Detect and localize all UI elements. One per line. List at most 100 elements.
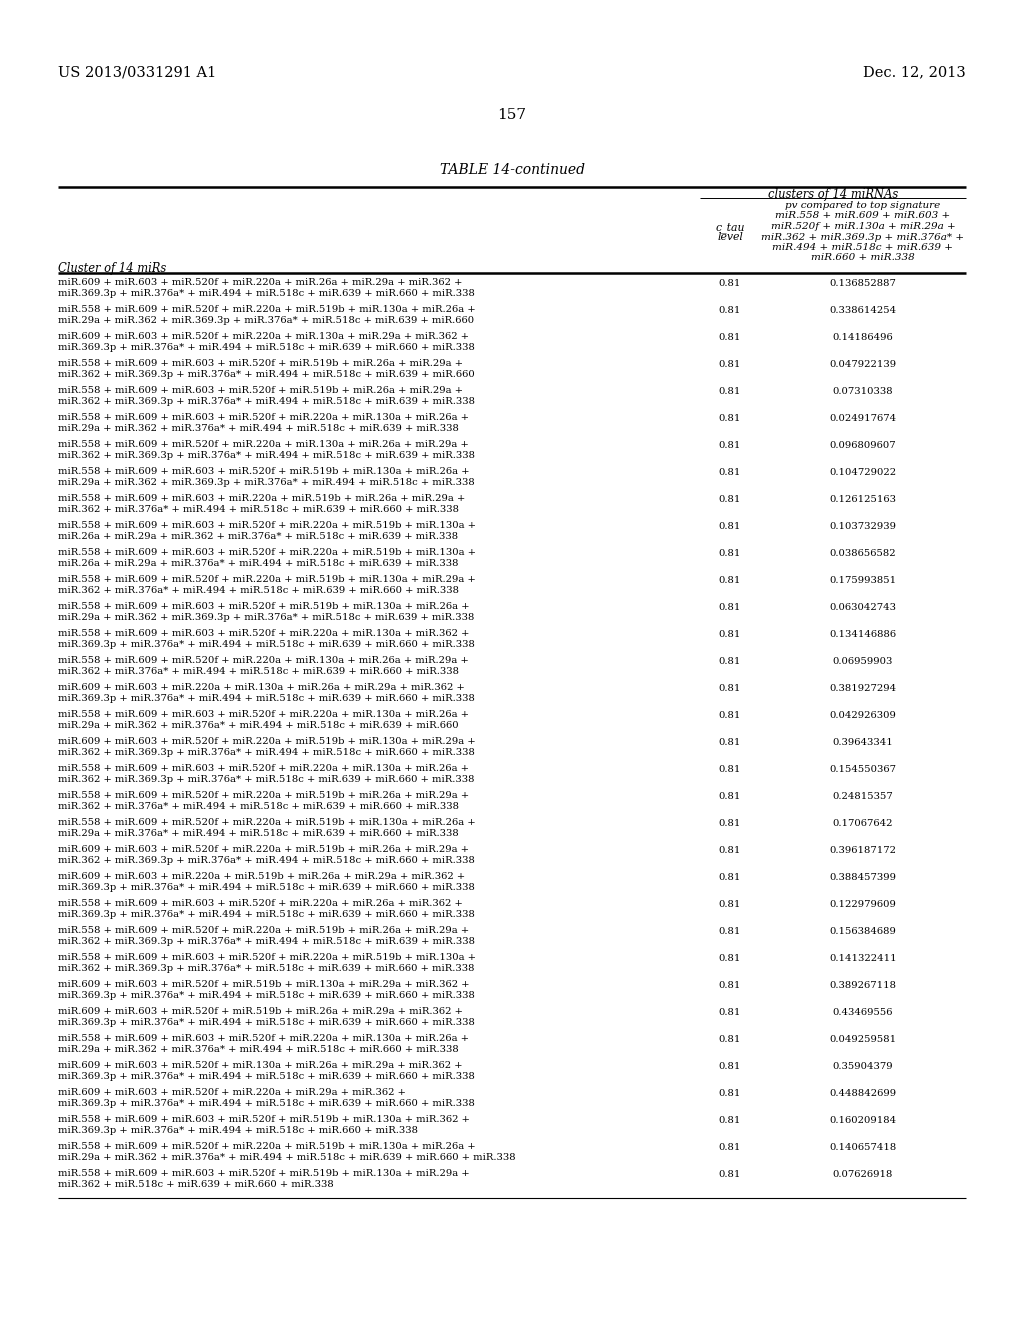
Text: 0.81: 0.81 xyxy=(719,738,741,747)
Text: 0.35904379: 0.35904379 xyxy=(833,1063,893,1071)
Text: miR.558 + miR.609 + miR.603 + miR.520f + miR.519b + miR.130a + miR.26a +: miR.558 + miR.609 + miR.603 + miR.520f +… xyxy=(58,602,469,611)
Text: miR.609 + miR.603 + miR.520f + miR.130a + miR.26a + miR.29a + miR.362 +: miR.609 + miR.603 + miR.520f + miR.130a … xyxy=(58,1061,463,1071)
Text: miR.369.3p + miR.376a* + miR.494 + miR.518c + miR.639 + miR.660 + miR.338: miR.369.3p + miR.376a* + miR.494 + miR.5… xyxy=(58,640,475,649)
Text: 0.047922139: 0.047922139 xyxy=(829,360,897,370)
Text: 0.156384689: 0.156384689 xyxy=(829,927,896,936)
Text: 0.81: 0.81 xyxy=(719,521,741,531)
Text: 0.175993851: 0.175993851 xyxy=(829,576,897,585)
Text: 0.81: 0.81 xyxy=(719,333,741,342)
Text: 0.81: 0.81 xyxy=(719,981,741,990)
Text: 0.81: 0.81 xyxy=(719,818,741,828)
Text: 0.81: 0.81 xyxy=(719,495,741,504)
Text: 0.81: 0.81 xyxy=(719,441,741,450)
Text: 0.388457399: 0.388457399 xyxy=(829,873,896,882)
Text: 0.063042743: 0.063042743 xyxy=(829,603,896,612)
Text: 0.136852887: 0.136852887 xyxy=(829,279,896,288)
Text: Cluster of 14 miRs: Cluster of 14 miRs xyxy=(58,261,166,275)
Text: 0.06959903: 0.06959903 xyxy=(833,657,893,667)
Text: miR.558 + miR.609 + miR.603 + miR.220a + miR.519b + miR.26a + miR.29a +: miR.558 + miR.609 + miR.603 + miR.220a +… xyxy=(58,494,465,503)
Text: 0.81: 0.81 xyxy=(719,1063,741,1071)
Text: miR.558 + miR.609 + miR.603 + miR.520f + miR.220a + miR.130a + miR.26a +: miR.558 + miR.609 + miR.603 + miR.520f +… xyxy=(58,764,469,774)
Text: miR.369.3p + miR.376a* + miR.494 + miR.518c + miR.639 + miR.660 + miR.338: miR.369.3p + miR.376a* + miR.494 + miR.5… xyxy=(58,1100,475,1107)
Text: miR.369.3p + miR.376a* + miR.494 + miR.518c + miR.639 + miR.660 + miR.338: miR.369.3p + miR.376a* + miR.494 + miR.5… xyxy=(58,343,475,352)
Text: miR.558 + miR.609 + miR.603 +: miR.558 + miR.609 + miR.603 + xyxy=(775,211,950,220)
Text: 0.43469556: 0.43469556 xyxy=(833,1008,893,1016)
Text: miR.362 + miR.376a* + miR.494 + miR.518c + miR.639 + miR.660 + miR.338: miR.362 + miR.376a* + miR.494 + miR.518c… xyxy=(58,803,459,810)
Text: miR.369.3p + miR.376a* + miR.494 + miR.518c + miR.639 + miR.660 + miR.338: miR.369.3p + miR.376a* + miR.494 + miR.5… xyxy=(58,694,475,704)
Text: 0.14186496: 0.14186496 xyxy=(833,333,893,342)
Text: miR.29a + miR.362 + miR.376a* + miR.494 + miR.518c + miR.639 + miR.660 + miR.338: miR.29a + miR.362 + miR.376a* + miR.494 … xyxy=(58,1152,516,1162)
Text: miR.558 + miR.609 + miR.603 + miR.520f + miR.220a + miR.519b + miR.130a +: miR.558 + miR.609 + miR.603 + miR.520f +… xyxy=(58,521,476,531)
Text: miR.362 + miR.369.3p + miR.376a* + miR.494 + miR.518c + miR.660 + miR.338: miR.362 + miR.369.3p + miR.376a* + miR.4… xyxy=(58,748,475,756)
Text: 0.049259581: 0.049259581 xyxy=(829,1035,897,1044)
Text: miR.558 + miR.609 + miR.603 + miR.520f + miR.220a + miR.130a + miR.26a +: miR.558 + miR.609 + miR.603 + miR.520f +… xyxy=(58,710,469,719)
Text: 0.81: 0.81 xyxy=(719,900,741,909)
Text: 0.81: 0.81 xyxy=(719,927,741,936)
Text: miR.362 + miR.518c + miR.639 + miR.660 + miR.338: miR.362 + miR.518c + miR.639 + miR.660 +… xyxy=(58,1180,334,1189)
Text: 0.81: 0.81 xyxy=(719,711,741,719)
Text: 0.042926309: 0.042926309 xyxy=(829,711,896,719)
Text: TABLE 14-continued: TABLE 14-continued xyxy=(439,162,585,177)
Text: miR.29a + miR.376a* + miR.494 + miR.518c + miR.639 + miR.660 + miR.338: miR.29a + miR.376a* + miR.494 + miR.518c… xyxy=(58,829,459,838)
Text: 0.81: 0.81 xyxy=(719,603,741,612)
Text: miR.369.3p + miR.376a* + miR.494 + miR.518c + miR.639 + miR.660 + miR.338: miR.369.3p + miR.376a* + miR.494 + miR.5… xyxy=(58,909,475,919)
Text: miR.558 + miR.609 + miR.603 + miR.520f + miR.220a + miR.130a + miR.26a +: miR.558 + miR.609 + miR.603 + miR.520f +… xyxy=(58,413,469,422)
Text: 0.81: 0.81 xyxy=(719,792,741,801)
Text: 0.103732939: 0.103732939 xyxy=(829,521,896,531)
Text: miR.520f + miR.130a + miR.29a +: miR.520f + miR.130a + miR.29a + xyxy=(771,222,955,231)
Text: miR.29a + miR.362 + miR.369.3p + miR.376a* + miR.518c + miR.639 + miR.660: miR.29a + miR.362 + miR.369.3p + miR.376… xyxy=(58,315,474,325)
Text: 0.81: 0.81 xyxy=(719,549,741,558)
Text: miR.362 + miR.376a* + miR.494 + miR.518c + miR.639 + miR.660 + miR.338: miR.362 + miR.376a* + miR.494 + miR.518c… xyxy=(58,586,459,595)
Text: 0.81: 0.81 xyxy=(719,1115,741,1125)
Text: 0.81: 0.81 xyxy=(719,469,741,477)
Text: 0.81: 0.81 xyxy=(719,414,741,422)
Text: miR.369.3p + miR.376a* + miR.494 + miR.518c + miR.639 + miR.660 + miR.338: miR.369.3p + miR.376a* + miR.494 + miR.5… xyxy=(58,289,475,298)
Text: 0.338614254: 0.338614254 xyxy=(829,306,897,315)
Text: 0.448842699: 0.448842699 xyxy=(829,1089,897,1098)
Text: miR.558 + miR.609 + miR.603 + miR.520f + miR.220a + miR.26a + miR.362 +: miR.558 + miR.609 + miR.603 + miR.520f +… xyxy=(58,899,463,908)
Text: miR.558 + miR.609 + miR.520f + miR.220a + miR.130a + miR.26a + miR.29a +: miR.558 + miR.609 + miR.520f + miR.220a … xyxy=(58,656,469,665)
Text: miR.362 + miR.369.3p + miR.376a* + miR.518c + miR.639 + miR.660 + miR.338: miR.362 + miR.369.3p + miR.376a* + miR.5… xyxy=(58,964,474,973)
Text: Dec. 12, 2013: Dec. 12, 2013 xyxy=(863,65,966,79)
Text: miR.558 + miR.609 + miR.603 + miR.520f + miR.519b + miR.130a + miR.362 +: miR.558 + miR.609 + miR.603 + miR.520f +… xyxy=(58,1115,470,1125)
Text: miR.558 + miR.609 + miR.520f + miR.220a + miR.519b + miR.26a + miR.29a +: miR.558 + miR.609 + miR.520f + miR.220a … xyxy=(58,927,469,935)
Text: 0.096809607: 0.096809607 xyxy=(829,441,896,450)
Text: miR.362 + miR.369.3p + miR.376a* + miR.494 + miR.518c + miR.639 + miR.338: miR.362 + miR.369.3p + miR.376a* + miR.4… xyxy=(58,451,475,459)
Text: miR.29a + miR.362 + miR.369.3p + miR.376a* + miR.494 + miR.518c + miR.338: miR.29a + miR.362 + miR.369.3p + miR.376… xyxy=(58,478,475,487)
Text: miR.369.3p + miR.376a* + miR.494 + miR.518c + miR.639 + miR.660 + miR.338: miR.369.3p + miR.376a* + miR.494 + miR.5… xyxy=(58,991,475,1001)
Text: 157: 157 xyxy=(498,108,526,121)
Text: miR.29a + miR.362 + miR.376a* + miR.494 + miR.518c + miR.639 + miR.338: miR.29a + miR.362 + miR.376a* + miR.494 … xyxy=(58,424,459,433)
Text: miR.558 + miR.609 + miR.603 + miR.520f + miR.220a + miR.519b + miR.130a +: miR.558 + miR.609 + miR.603 + miR.520f +… xyxy=(58,953,476,962)
Text: miR.29a + miR.362 + miR.376a* + miR.494 + miR.518c + miR.660 + miR.338: miR.29a + miR.362 + miR.376a* + miR.494 … xyxy=(58,1045,459,1053)
Text: miR.558 + miR.609 + miR.603 + miR.520f + miR.519b + miR.26a + miR.29a +: miR.558 + miR.609 + miR.603 + miR.520f +… xyxy=(58,359,463,368)
Text: 0.81: 0.81 xyxy=(719,657,741,667)
Text: level: level xyxy=(717,232,743,243)
Text: 0.396187172: 0.396187172 xyxy=(829,846,896,855)
Text: 0.381927294: 0.381927294 xyxy=(829,684,897,693)
Text: 0.81: 0.81 xyxy=(719,873,741,882)
Text: miR.558 + miR.609 + miR.603 + miR.520f + miR.519b + miR.130a + miR.26a +: miR.558 + miR.609 + miR.603 + miR.520f +… xyxy=(58,467,469,477)
Text: miR.609 + miR.603 + miR.220a + miR.130a + miR.26a + miR.29a + miR.362 +: miR.609 + miR.603 + miR.220a + miR.130a … xyxy=(58,682,465,692)
Text: 0.81: 0.81 xyxy=(719,1089,741,1098)
Text: miR.609 + miR.603 + miR.520f + miR.220a + miR.519b + miR.26a + miR.29a +: miR.609 + miR.603 + miR.520f + miR.220a … xyxy=(58,845,469,854)
Text: 0.24815357: 0.24815357 xyxy=(833,792,893,801)
Text: miR.369.3p + miR.376a* + miR.494 + miR.518c + miR.639 + miR.660 + miR.338: miR.369.3p + miR.376a* + miR.494 + miR.5… xyxy=(58,883,475,892)
Text: 0.81: 0.81 xyxy=(719,766,741,774)
Text: 0.81: 0.81 xyxy=(719,684,741,693)
Text: miR.29a + miR.362 + miR.369.3p + miR.376a* + miR.518c + miR.639 + miR.338: miR.29a + miR.362 + miR.369.3p + miR.376… xyxy=(58,612,474,622)
Text: 0.81: 0.81 xyxy=(719,387,741,396)
Text: miR.609 + miR.603 + miR.220a + miR.519b + miR.26a + miR.29a + miR.362 +: miR.609 + miR.603 + miR.220a + miR.519b … xyxy=(58,873,465,880)
Text: miR.362 + miR.369.3p + miR.376a* +: miR.362 + miR.369.3p + miR.376a* + xyxy=(762,232,965,242)
Text: 0.39643341: 0.39643341 xyxy=(833,738,893,747)
Text: miR.558 + miR.609 + miR.520f + miR.220a + miR.519b + miR.130a + miR.26a +: miR.558 + miR.609 + miR.520f + miR.220a … xyxy=(58,305,475,314)
Text: US 2013/0331291 A1: US 2013/0331291 A1 xyxy=(58,65,216,79)
Text: 0.81: 0.81 xyxy=(719,306,741,315)
Text: 0.81: 0.81 xyxy=(719,576,741,585)
Text: c_tau: c_tau xyxy=(715,222,744,232)
Text: 0.134146886: 0.134146886 xyxy=(829,630,897,639)
Text: miR.558 + miR.609 + miR.520f + miR.220a + miR.519b + miR.130a + miR.26a +: miR.558 + miR.609 + miR.520f + miR.220a … xyxy=(58,1142,475,1151)
Text: miR.558 + miR.609 + miR.603 + miR.520f + miR.519b + miR.130a + miR.29a +: miR.558 + miR.609 + miR.603 + miR.520f +… xyxy=(58,1170,470,1177)
Text: 0.104729022: 0.104729022 xyxy=(829,469,897,477)
Text: miR.494 + miR.518c + miR.639 +: miR.494 + miR.518c + miR.639 + xyxy=(772,243,953,252)
Text: miR.362 + miR.369.3p + miR.376a* + miR.518c + miR.639 + miR.660 + miR.338: miR.362 + miR.369.3p + miR.376a* + miR.5… xyxy=(58,775,474,784)
